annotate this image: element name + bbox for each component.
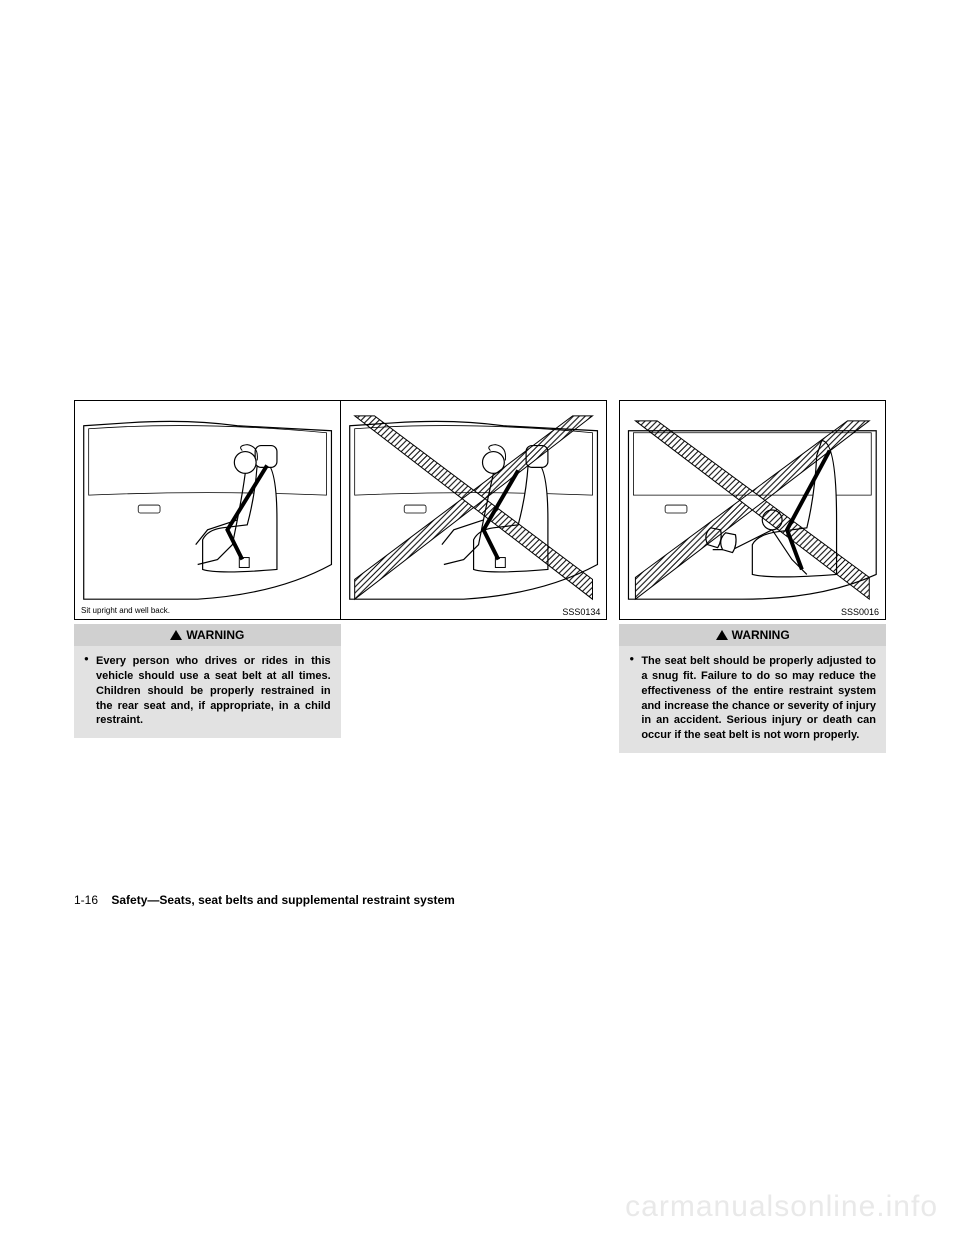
figure-rear-seat: SSS0016 (619, 400, 886, 620)
warning-body-right: The seat belt should be properly adjuste… (619, 646, 886, 753)
warning-triangle-icon (716, 630, 728, 640)
rear-seat-svg (620, 401, 885, 619)
figure-seatbelt-posture: Sit upright and well back. (74, 400, 607, 620)
warning-left-wrap: WARNING Every person who drives or rides… (74, 620, 341, 738)
warning-header-left: WARNING (74, 624, 341, 646)
figure-caption: Sit upright and well back. (81, 606, 170, 615)
seat-wrong-svg (341, 401, 606, 619)
content-row: Sit upright and well back. (74, 400, 886, 753)
figure-correct-posture: Sit upright and well back. (75, 401, 341, 619)
warning-triangle-icon (170, 630, 182, 640)
page-footer: 1-16 Safety—Seats, seat belts and supple… (74, 893, 455, 907)
warning-text-left: Every person who drives or rides in this… (84, 654, 331, 728)
warning-title-right: WARNING (732, 628, 790, 642)
warning-header-right: WARNING (619, 624, 886, 646)
right-column: SSS0016 WARNING The seat belt should be … (619, 400, 886, 753)
seat-correct-svg (75, 401, 340, 619)
figure-code-right: SSS0016 (841, 607, 879, 617)
page-number: 1-16 (74, 893, 98, 907)
watermark: carmanualsonline.info (625, 1190, 938, 1224)
warning-title: WARNING (186, 628, 244, 642)
left-column: Sit upright and well back. (74, 400, 607, 753)
warning-text-right: The seat belt should be properly adjuste… (629, 654, 876, 743)
warning-body-left: Every person who drives or rides in this… (74, 646, 341, 738)
figure-code: SSS0134 (562, 607, 600, 617)
manual-page: Sit upright and well back. (0, 0, 960, 1242)
figure-wrong-posture: SSS0134 (341, 401, 606, 619)
section-title: Safety—Seats, seat belts and supplementa… (111, 893, 454, 907)
